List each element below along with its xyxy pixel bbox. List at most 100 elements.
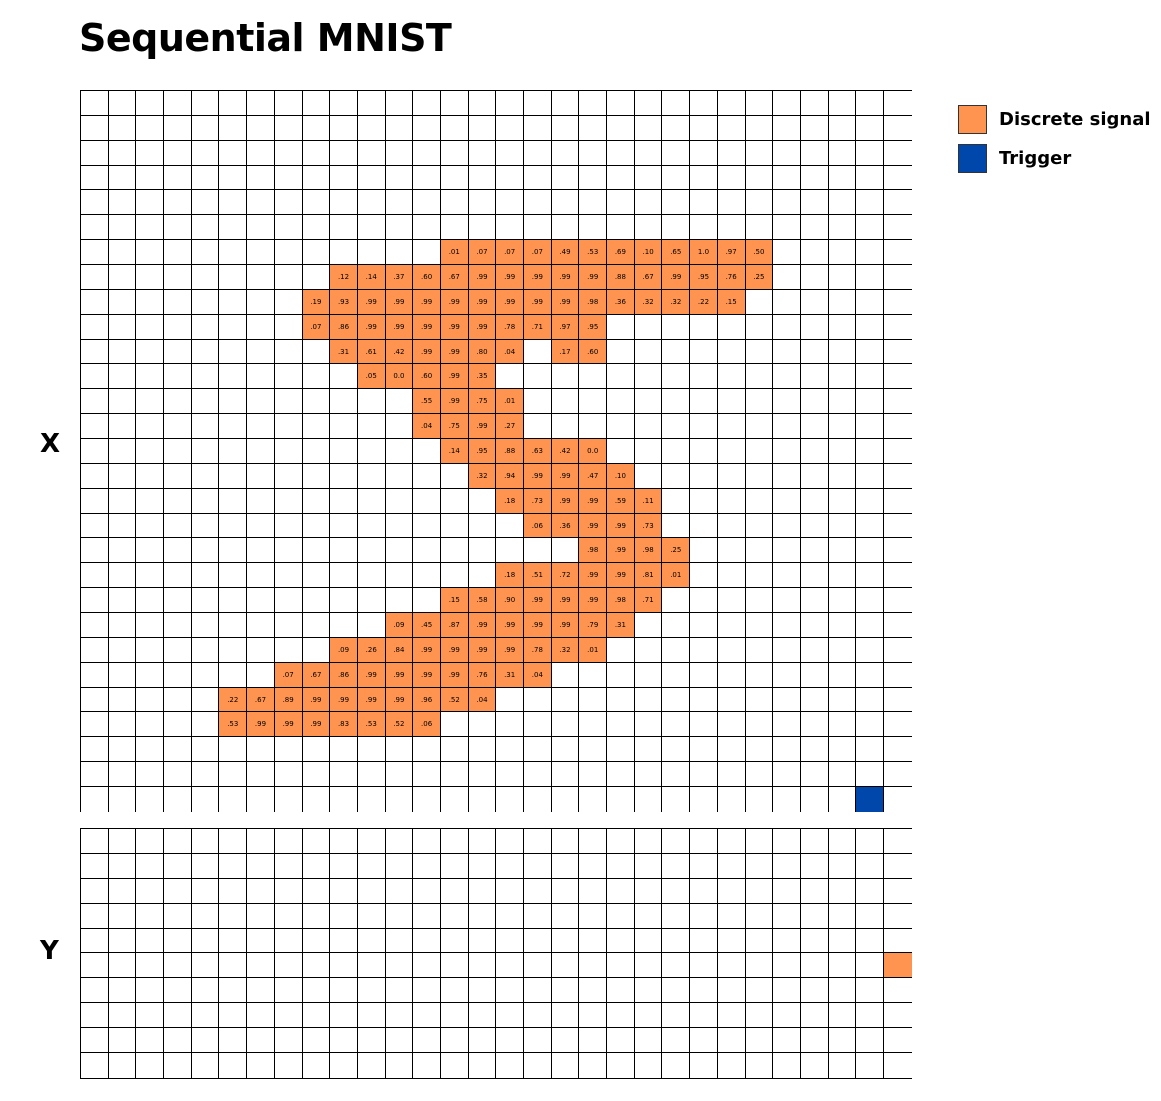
y-grid-cell xyxy=(385,829,414,854)
y-grid-cell xyxy=(690,878,718,904)
x-grid-cell xyxy=(690,190,718,216)
y-grid-cell xyxy=(690,978,718,1004)
x-signal-cell: .32 xyxy=(662,289,691,315)
x-grid-cell xyxy=(773,289,801,315)
y-grid-cell xyxy=(413,853,441,879)
x-grid-cell xyxy=(496,687,524,713)
x-grid-cell xyxy=(247,662,275,688)
x-grid-cell xyxy=(274,339,303,365)
x-grid-cell xyxy=(717,339,746,365)
x-grid-cell xyxy=(662,389,691,415)
y-grid-cell xyxy=(247,928,275,954)
x-grid-cell xyxy=(496,91,524,116)
x-grid-cell xyxy=(274,115,303,141)
y-grid-cell xyxy=(164,853,192,879)
x-grid-cell xyxy=(690,314,718,340)
x-grid-cell xyxy=(413,762,441,788)
x-signal-cell: .10 xyxy=(634,240,663,266)
y-grid-cell xyxy=(717,853,746,879)
y-grid-cell xyxy=(690,903,718,929)
y-grid-cell xyxy=(883,1053,912,1078)
y-grid-cell xyxy=(800,1003,829,1029)
y-grid-cell xyxy=(247,878,275,904)
x-signal-cell: .07 xyxy=(496,240,524,266)
y-grid-cell xyxy=(440,978,469,1004)
x-grid-cell xyxy=(717,165,746,191)
x-grid-cell xyxy=(81,414,109,440)
x-grid-cell xyxy=(136,190,165,216)
x-grid-cell xyxy=(440,488,469,514)
x-signal-cell: .32 xyxy=(634,289,663,315)
x-grid-cell xyxy=(385,787,414,812)
x-grid-cell xyxy=(496,538,524,564)
x-grid-cell xyxy=(247,240,275,266)
x-grid-cell xyxy=(191,289,220,315)
y-grid-cell xyxy=(357,928,386,954)
x-signal-cell: .72 xyxy=(551,563,580,589)
x-grid-cell xyxy=(690,637,718,663)
y-grid-cell xyxy=(883,928,912,954)
y-grid-cell xyxy=(662,829,691,854)
x-grid-cell xyxy=(136,488,165,514)
x-grid-cell xyxy=(164,613,192,638)
x-grid-cell xyxy=(219,613,248,638)
x-signal-cell: .75 xyxy=(440,414,469,440)
x-grid-cell xyxy=(247,364,275,390)
y-grid-cell xyxy=(524,978,552,1004)
x-grid-cell xyxy=(662,787,691,812)
x-grid-cell xyxy=(247,314,275,340)
x-signal-cell: .05 xyxy=(357,364,386,390)
y-grid-cell xyxy=(662,1003,691,1029)
x-signal-cell: .32 xyxy=(551,637,580,663)
x-grid-cell xyxy=(274,140,303,166)
y-grid-cell xyxy=(579,953,608,979)
x-grid-cell xyxy=(81,190,109,216)
x-grid-cell xyxy=(330,190,358,216)
x-grid-cell xyxy=(745,364,774,390)
y-grid-cell xyxy=(81,829,109,854)
x-grid-cell xyxy=(551,737,580,763)
x-grid-cell xyxy=(607,787,635,812)
x-grid-cell xyxy=(468,762,497,788)
x-signal-cell: .99 xyxy=(468,637,497,663)
x-grid-cell xyxy=(717,563,746,589)
x-grid-cell xyxy=(773,762,801,788)
y-grid-cell xyxy=(800,978,829,1004)
x-grid-cell xyxy=(856,339,884,365)
x-grid-cell xyxy=(440,91,469,116)
x-grid-cell xyxy=(883,240,912,266)
x-grid-cell xyxy=(191,662,220,688)
x-grid-cell xyxy=(690,140,718,166)
legend: Discrete signal Trigger xyxy=(958,104,1151,182)
y-grid-cell xyxy=(745,1053,774,1078)
y-grid-cell xyxy=(828,853,857,879)
y-grid-cell xyxy=(634,878,663,904)
x-grid-cell xyxy=(108,488,137,514)
x-grid-cell xyxy=(607,414,635,440)
y-grid-cell xyxy=(413,953,441,979)
x-signal-cell: .67 xyxy=(440,265,469,290)
x-signal-cell: 0.0 xyxy=(579,439,608,464)
x-grid-cell xyxy=(551,687,580,713)
x-grid-cell xyxy=(856,488,884,514)
x-signal-cell: .99 xyxy=(524,463,552,489)
y-grid-cell xyxy=(773,1003,801,1029)
x-grid-cell xyxy=(81,488,109,514)
x-grid-cell xyxy=(302,389,331,415)
x-grid-cell xyxy=(856,364,884,390)
y-grid-cell xyxy=(330,978,358,1004)
x-signal-cell: .87 xyxy=(440,613,469,638)
x-grid-cell xyxy=(440,140,469,166)
x-signal-cell: .51 xyxy=(524,563,552,589)
x-grid-cell xyxy=(302,488,331,514)
x-signal-cell: .14 xyxy=(440,439,469,464)
x-signal-cell: .99 xyxy=(579,265,608,290)
y-grid-cell xyxy=(191,853,220,879)
x-grid-cell xyxy=(662,488,691,514)
x-grid-cell xyxy=(219,215,248,241)
x-grid-cell xyxy=(717,538,746,564)
x-grid-cell xyxy=(551,215,580,241)
x-grid-cell xyxy=(357,215,386,241)
x-grid-cell xyxy=(607,737,635,763)
input-grid-x: .01.07.07.07.49.53.69.10.65 1.0.97.50.12.… xyxy=(80,90,912,812)
